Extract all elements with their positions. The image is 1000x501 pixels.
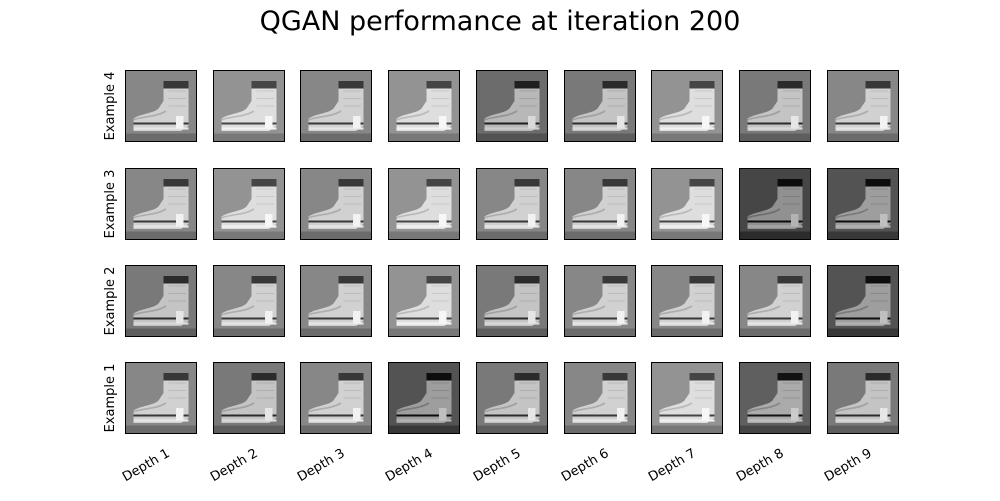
boot-image <box>126 169 196 239</box>
boot-image <box>389 363 459 433</box>
image-cell <box>300 265 372 337</box>
image-cell <box>739 362 811 434</box>
image-cell <box>739 265 811 337</box>
boot-image <box>740 169 810 239</box>
image-cell <box>564 168 636 240</box>
image-cell <box>300 168 372 240</box>
boot-image <box>389 71 459 141</box>
column-label: Depth 4 <box>358 445 436 501</box>
image-cell <box>564 265 636 337</box>
boot-image <box>389 169 459 239</box>
image-cell <box>476 70 548 142</box>
boot-image <box>214 71 284 141</box>
image-cell <box>300 70 372 142</box>
boot-image <box>740 266 810 336</box>
image-cell <box>476 168 548 240</box>
image-cell <box>739 70 811 142</box>
image-cell <box>827 265 899 337</box>
boot-image <box>477 266 547 336</box>
column-label: Depth 9 <box>797 445 875 501</box>
boot-image <box>301 363 371 433</box>
column-label: Depth 3 <box>270 445 348 501</box>
boot-image <box>652 363 722 433</box>
boot-image <box>301 169 371 239</box>
boot-image <box>301 71 371 141</box>
row-label: Example 3 <box>101 168 121 240</box>
boot-image <box>565 266 635 336</box>
boot-image <box>477 363 547 433</box>
image-cell <box>125 362 197 434</box>
column-label: Depth 7 <box>621 445 699 501</box>
image-cell <box>213 70 285 142</box>
boot-image <box>301 266 371 336</box>
column-label: Depth 6 <box>534 445 612 501</box>
boot-image <box>126 266 196 336</box>
boot-image <box>565 363 635 433</box>
row-label: Example 4 <box>101 70 121 142</box>
image-cell <box>388 168 460 240</box>
column-label: Depth 8 <box>709 445 787 501</box>
boot-image <box>389 266 459 336</box>
image-cell <box>213 362 285 434</box>
image-cell <box>651 362 723 434</box>
boot-image <box>214 363 284 433</box>
image-cell <box>476 362 548 434</box>
boot-image <box>828 363 898 433</box>
image-cell <box>300 362 372 434</box>
boot-image <box>214 266 284 336</box>
image-cell <box>388 70 460 142</box>
column-label: Depth 5 <box>446 445 524 501</box>
boot-image <box>828 266 898 336</box>
boot-image <box>126 363 196 433</box>
image-cell <box>213 168 285 240</box>
image-cell <box>827 362 899 434</box>
image-cell <box>388 362 460 434</box>
column-label: Depth 2 <box>183 445 261 501</box>
boot-image <box>126 71 196 141</box>
image-cell <box>213 265 285 337</box>
image-cell <box>739 168 811 240</box>
image-cell <box>476 265 548 337</box>
row-label: Example 1 <box>101 362 121 434</box>
boot-image <box>214 169 284 239</box>
boot-image <box>740 71 810 141</box>
image-cell <box>651 168 723 240</box>
image-cell <box>651 265 723 337</box>
image-cell <box>827 168 899 240</box>
image-cell <box>564 70 636 142</box>
boot-image <box>828 169 898 239</box>
image-cell <box>564 362 636 434</box>
row-label: Example 2 <box>101 265 121 337</box>
boot-image <box>652 169 722 239</box>
image-cell <box>827 70 899 142</box>
boot-image <box>740 363 810 433</box>
boot-image <box>828 71 898 141</box>
image-cell <box>651 70 723 142</box>
image-cell <box>125 168 197 240</box>
image-cell <box>388 265 460 337</box>
boot-image <box>477 71 547 141</box>
boot-image <box>652 71 722 141</box>
boot-image <box>565 169 635 239</box>
column-label: Depth 1 <box>95 445 173 501</box>
image-cell <box>125 265 197 337</box>
boot-image <box>565 71 635 141</box>
boot-image <box>652 266 722 336</box>
image-cell <box>125 70 197 142</box>
boot-image <box>477 169 547 239</box>
